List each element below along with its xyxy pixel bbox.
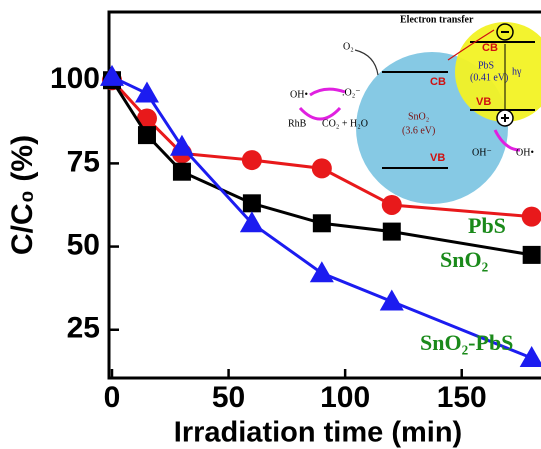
y-tick-label: 75 <box>67 145 100 178</box>
data-point <box>311 158 332 179</box>
inset-label: VB <box>430 152 445 164</box>
y-axis-title: C/C₀ (%) <box>6 135 39 255</box>
data-point <box>382 222 401 241</box>
inset-label: O₂ <box>343 41 354 52</box>
inset-label: OH• <box>290 89 308 100</box>
inset-label: hγ <box>512 66 522 77</box>
inset-label: VB <box>476 96 491 108</box>
data-point <box>521 206 541 227</box>
x-tick-label: 50 <box>212 381 245 414</box>
x-axis-title: Irradiation time (min) <box>174 417 462 449</box>
data-point <box>242 194 261 213</box>
inset-label: OH⁻ <box>472 147 492 158</box>
y-tick-label: 50 <box>67 228 100 261</box>
y-tick-label: 25 <box>67 312 100 345</box>
o2-arrow <box>354 49 379 76</box>
inset-label: RhB <box>288 118 307 129</box>
oxidation-arrow <box>493 129 521 152</box>
data-point <box>312 214 331 233</box>
data-point <box>137 126 156 145</box>
data-point <box>309 261 334 283</box>
inset-label: (0.41 eV) <box>470 72 508 83</box>
inset-label: OH• <box>516 147 534 158</box>
data-point <box>239 211 264 233</box>
data-point <box>379 289 404 311</box>
data-point <box>169 134 194 156</box>
axis-frame <box>107 10 541 380</box>
inset-label: .O₂⁻ <box>342 87 361 98</box>
hole-sign <box>501 114 509 122</box>
radical-arrow <box>309 87 346 97</box>
inset-label: SnO₂ <box>408 111 429 122</box>
series-label: SnO₂-PbS <box>420 330 513 355</box>
data-point <box>241 150 262 171</box>
x-tick-label: 100 <box>320 381 370 414</box>
mechanism-inset: Electron transfer CB PbS (0.41 eV) hγ VB… <box>288 14 541 204</box>
x-tick-label: 0 <box>104 381 121 414</box>
inset-label: (3.6 eV) <box>402 125 435 136</box>
inset-label: CB <box>482 42 498 54</box>
inset-label: CO₂ + H₂O <box>322 118 368 129</box>
series-label: PbS <box>468 213 506 238</box>
y-tick-label: 100 <box>50 62 100 95</box>
series-label: SnO₂ <box>440 247 489 272</box>
pbs-sphere <box>455 22 541 122</box>
degradation-arrow <box>298 106 342 121</box>
inset-label: CB <box>430 76 446 88</box>
transfer-arrow <box>447 29 495 61</box>
data-point <box>136 108 157 129</box>
x-tick-label: 150 <box>437 381 487 414</box>
data-point <box>172 162 191 181</box>
data-point <box>522 245 541 264</box>
inset-label: PbS <box>478 60 494 71</box>
plot-area: 25 50 75 100 0 50 100 150 <box>50 10 541 414</box>
data-point <box>134 81 159 103</box>
inset-label: Electron transfer <box>400 14 474 25</box>
data-point <box>381 194 402 215</box>
data-point <box>100 64 124 86</box>
data-point <box>519 346 541 368</box>
